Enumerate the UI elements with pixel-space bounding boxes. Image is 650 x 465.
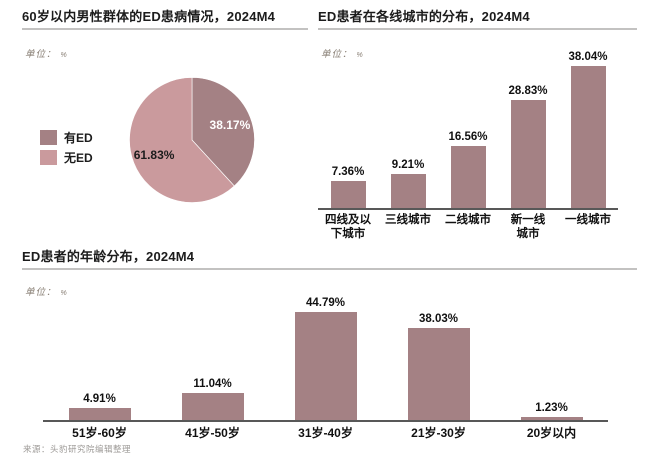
bar-value-label: 1.23% [535, 402, 568, 415]
category-label: 41岁-50岁 [185, 426, 240, 440]
pie-value-label: 61.83% [134, 148, 175, 162]
bar-value-label: 38.04% [568, 51, 608, 64]
bar [181, 393, 244, 420]
chart-title-age: ED患者的年龄分布，2024M4 [22, 249, 195, 264]
bar [294, 312, 357, 420]
legend-label-no-ed: 无ED [64, 151, 93, 165]
unit-label: 单位： [25, 287, 57, 298]
city-bar-plot: 7.36% 9.21% 16.56% 28.83% 38.04% [318, 50, 618, 210]
bar [68, 408, 131, 420]
category-label: 一线城市 [565, 214, 611, 226]
pie-legend: 有ED 无ED [40, 130, 93, 165]
source-note: 来源：头豹研究院编辑整理 [23, 443, 131, 455]
bar [407, 328, 470, 420]
bar [330, 180, 366, 208]
unit-percent-sign: % [60, 290, 68, 297]
unit-percent-sign: % [60, 52, 68, 59]
city-axis-labels: 四线及以 下城市 三线城市 二线城市 新一线 城市 一线城市 [318, 214, 618, 241]
pie-slice-2 [129, 77, 235, 203]
bar-slot: 7.36% [318, 50, 378, 208]
category-label: 20岁以内 [526, 426, 577, 440]
category-label: 三线城市 [385, 214, 431, 226]
bar-slot: 28.83% [498, 50, 558, 208]
legend-item-no-ed: 无ED [40, 150, 93, 165]
pie-chart: 38.17% 61.83% [129, 77, 255, 203]
bar-value-label: 38.03% [418, 313, 458, 326]
bar [520, 417, 583, 420]
bar-value-label: 4.91% [83, 393, 116, 406]
unit-label: 单位： [25, 49, 57, 60]
bar-slot: 38.03% [382, 292, 495, 420]
category-label: 21岁-30岁 [411, 426, 466, 440]
title-rule [22, 28, 308, 30]
age-axis-labels: 51岁-60岁 41岁-50岁 31岁-40岁 21岁-30岁 20岁以内 [43, 426, 608, 440]
chart-title-prevalence: 60岁以内男性群体的ED患病情况，2024M4 [22, 9, 276, 24]
bar-slot: 44.79% [269, 292, 382, 420]
bar [390, 173, 426, 208]
bar-slot: 9.21% [378, 50, 438, 208]
age-bar-plot: 4.91% 11.04% 44.79% 38.03% 1.23% [43, 292, 608, 422]
category-label: 新一线 城市 [510, 214, 546, 240]
unit-label: 单位： [321, 49, 353, 60]
bar-slot: 1.23% [495, 292, 608, 420]
bar-value-label: 9.21% [391, 158, 425, 171]
pie-value-label: 38.17% [210, 118, 251, 132]
category-label: 四线及以 下城市 [325, 214, 371, 240]
legend-swatch-has-ed [40, 130, 57, 145]
unit-note: 单位：% [25, 284, 68, 298]
unit-note: 单位：% [25, 46, 68, 60]
category-label: 51岁-60岁 [72, 426, 127, 440]
unit-percent-sign: % [356, 52, 364, 59]
legend-swatch-no-ed [40, 150, 57, 165]
chart-title-city: ED患者在各线城市的分布，2024M4 [318, 9, 530, 24]
category-label: 31岁-40岁 [298, 426, 353, 440]
panel-city-distribution-chart: ED患者在各线城市的分布，2024M4 单位：% 7.36% 9.21% 16.56… [318, 6, 637, 241]
bar-slot: 11.04% [156, 292, 269, 420]
panel-age-distribution-chart: ED患者的年龄分布，2024M4 单位：% 4.91% 11.04% 44.79% 3… [22, 246, 637, 465]
bar-value-label: 44.79% [305, 297, 345, 310]
bar [450, 146, 486, 208]
legend-label-has-ed: 有ED [64, 131, 93, 145]
title-rule [318, 28, 637, 30]
category-label: 二线城市 [445, 214, 491, 226]
bar-value-label: 7.36% [331, 165, 365, 178]
bar-value-label: 11.04% [193, 378, 232, 391]
bar-slot: 16.56% [438, 50, 498, 208]
bar-slot: 38.04% [558, 50, 618, 208]
panel-ed-prevalence-chart: 60岁以内男性群体的ED患病情况，2024M4 单位：% 有ED 无ED 38.… [22, 6, 308, 238]
bar [510, 100, 546, 208]
unit-note: 单位：% [321, 46, 364, 60]
legend-item-has-ed: 有ED [40, 130, 93, 145]
bar-value-label: 16.56% [448, 131, 488, 144]
pie-slice-1 [191, 77, 255, 187]
bar-slot: 4.91% [43, 292, 156, 420]
bar-value-label: 28.83% [508, 85, 548, 98]
bar [570, 66, 606, 208]
source-text: 头豹研究院编辑整理 [50, 444, 132, 454]
title-rule [22, 268, 637, 270]
source-prefix: 来源： [23, 444, 51, 454]
